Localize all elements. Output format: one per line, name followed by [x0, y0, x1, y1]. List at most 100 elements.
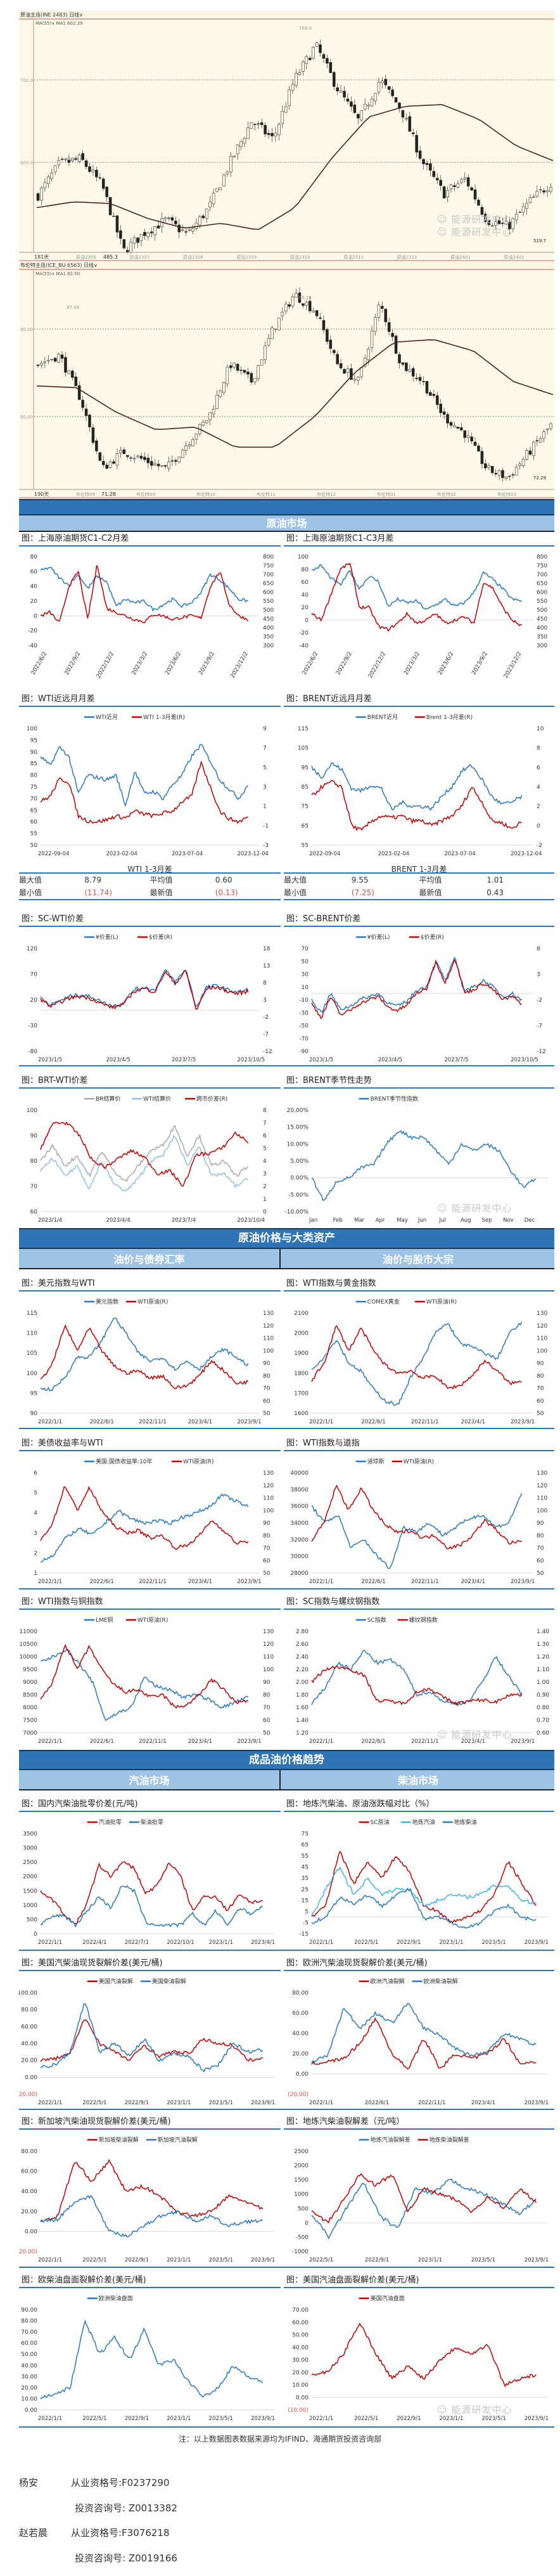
tick-label: 20 — [302, 605, 309, 611]
tick-label: 40.00 — [21, 2189, 37, 2195]
tick-label: 2022/5/1 — [82, 2416, 106, 2422]
tick-label: 8500 — [23, 1692, 37, 1699]
line-chart: 80.00 60.00 40.00 20.00 0.00 (20.00)2022/1/1 2… — [288, 1977, 549, 2106]
candle — [71, 158, 74, 163]
candle — [46, 354, 50, 365]
series-line — [40, 2003, 264, 2073]
tick-label: 0.00 — [296, 2071, 309, 2078]
candle — [501, 468, 504, 482]
candle — [60, 351, 64, 363]
tick-label: 1 — [263, 1196, 267, 1203]
tick-label: 70 — [263, 1386, 270, 1392]
tick-label: 2022/11/1 — [411, 1579, 439, 1585]
series-line — [40, 2319, 264, 2400]
tick-label: 1.40 — [296, 1718, 309, 1724]
tick-label: 80.00 — [21, 2007, 37, 2014]
tick-label: -12 — [263, 1049, 272, 1055]
candle — [339, 359, 343, 370]
candle — [284, 301, 288, 315]
tick-label: 100 — [263, 1348, 274, 1354]
tick-label: 0 — [537, 823, 540, 829]
tick-label: 0.60 — [537, 1730, 549, 1737]
tick-label: 350 — [537, 634, 547, 640]
candle — [115, 214, 119, 238]
ma-indicator-label[interactable]: MA(55)∨ MA1 602.39 — [35, 21, 83, 26]
tick-label: 300 — [263, 643, 274, 649]
candle — [490, 466, 494, 476]
chart-title: 图：地炼汽柴油、原油涨跌幅对比（%） — [284, 1798, 554, 1812]
candle — [377, 301, 381, 321]
tick-label: 2023/4/4 — [106, 1217, 130, 1224]
candle — [356, 376, 360, 385]
tick-label: -5 — [303, 1920, 309, 1926]
tick-label: 75 — [302, 1831, 309, 1837]
candle — [298, 68, 302, 76]
candle — [308, 55, 312, 60]
tick-label: 原油2306 — [76, 254, 96, 260]
tick-label: -7 — [537, 1023, 542, 1030]
tick-label: 2023/1/1 — [167, 2257, 191, 2263]
table-row: 最大值 8.79 平均值 0.60 — [19, 874, 281, 886]
tick-label: 2023-07-04 — [444, 851, 475, 857]
tick-label: 2022/9/2 — [64, 651, 82, 676]
legend-item: ¥价差(L) — [355, 933, 390, 941]
tick-label: 4 — [34, 1510, 37, 1517]
candle — [226, 364, 229, 388]
candle — [535, 436, 539, 446]
legend-item: 地炼柴油 — [442, 1818, 477, 1826]
tick-label: 400 — [537, 625, 547, 631]
candle — [332, 70, 336, 91]
candle — [281, 105, 284, 129]
series-line — [311, 1325, 522, 1390]
chart-header[interactable]: 原油主连(INE 2483) 日线∨ — [19, 11, 554, 20]
section-banner-top — [19, 499, 554, 515]
tick-label: 1.30 — [537, 1641, 549, 1648]
tick-label: 130 — [537, 1311, 547, 1317]
chart-header[interactable]: 布伦特主连(ICE_BU 6563) 日线∨ — [19, 261, 554, 270]
candle — [88, 413, 91, 432]
candle — [346, 365, 350, 377]
tick-label: 2022/6/1 — [365, 2100, 389, 2106]
candle — [136, 237, 139, 249]
candle — [350, 96, 353, 112]
tick-label: 2022/12/2 — [367, 651, 388, 679]
tick-label: 71.28 — [101, 491, 116, 497]
tick-label: 5 — [263, 765, 267, 771]
tick-label: (20.00) — [19, 2249, 37, 2255]
series-line — [40, 1324, 249, 1390]
tick-label: 2023/9/1 — [525, 2257, 549, 2263]
candle — [146, 453, 150, 469]
tick-label: 2.20 — [296, 1667, 309, 1673]
cell: (0.13) — [215, 888, 238, 897]
tick-label: 1.60 — [296, 1705, 309, 1711]
candle — [326, 55, 329, 68]
tick-label: 2023-02-04 — [106, 851, 137, 857]
author-name: 赵若晨 — [19, 2527, 48, 2539]
legend-item: 美国汽油裂解 — [87, 1977, 133, 1985]
tick-label: 2022-09-04 — [309, 851, 340, 857]
tick-label: 2023/4/1 — [461, 1579, 485, 1585]
legend-label: BRENT近月 — [367, 713, 398, 721]
legend-label: SC原油 — [371, 1818, 390, 1826]
series-line — [311, 1867, 537, 1917]
tick-label: 6 — [263, 1133, 267, 1139]
tick-label: 原油2309 — [236, 254, 257, 260]
tick-label: 2022/10/1 — [167, 1939, 194, 1946]
tick-label: 70.00 — [21, 2329, 37, 2336]
candle — [511, 472, 515, 479]
tick-label: 10.00% — [287, 1141, 309, 1148]
tick-label: 600 — [537, 590, 547, 596]
candle — [95, 438, 98, 455]
tick-label: 2022/1/1 — [38, 1419, 62, 1425]
candle — [350, 363, 353, 380]
ma-indicator-label[interactable]: MA(55)∨ MA1 82.50 — [35, 271, 80, 276]
tick-label: Jul — [438, 1217, 445, 1224]
candle — [267, 333, 270, 347]
tick-label: 30.00 — [21, 2374, 37, 2380]
candle — [332, 349, 336, 356]
tick-label: 2023/9/2 — [198, 651, 216, 676]
tick-label: 2023/4/5 — [378, 1057, 402, 1063]
candle — [64, 352, 67, 377]
tick-label: 0 — [263, 1209, 267, 1215]
tick-label: -30 — [28, 1023, 37, 1030]
